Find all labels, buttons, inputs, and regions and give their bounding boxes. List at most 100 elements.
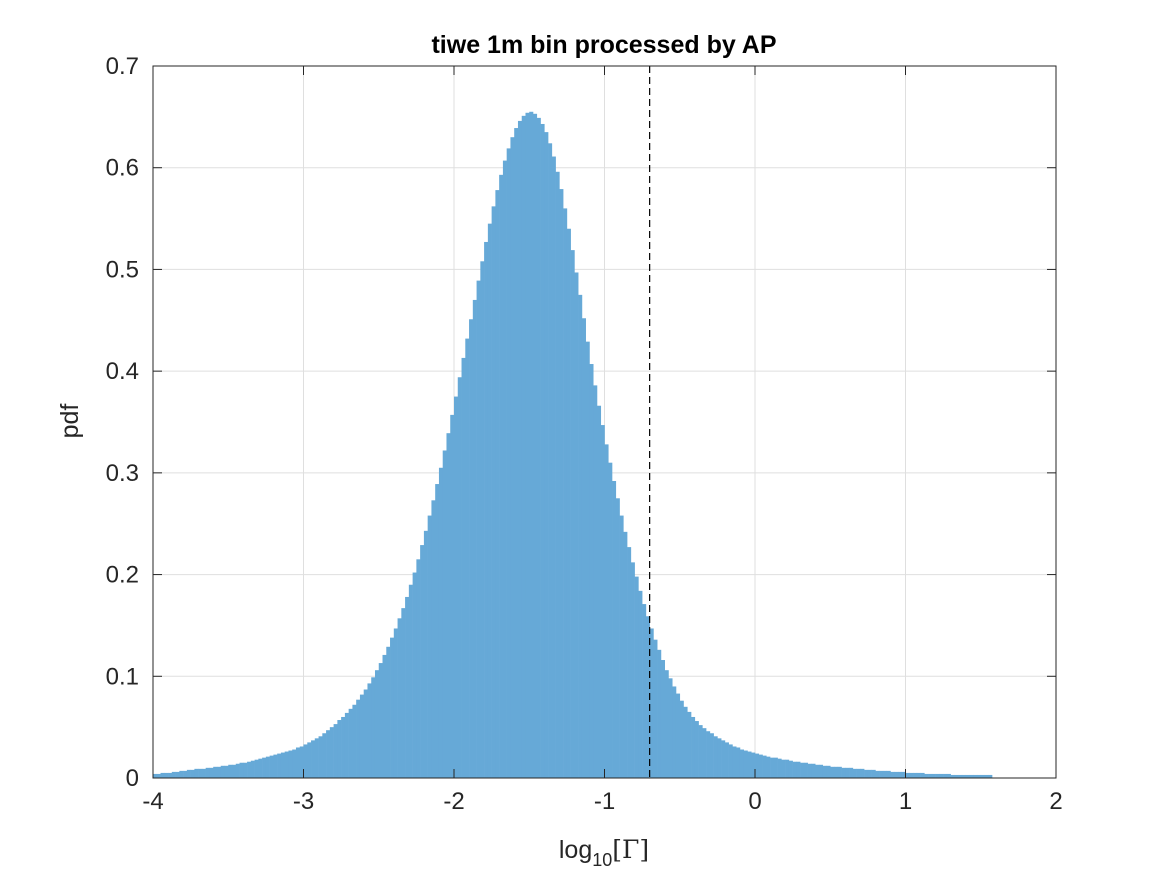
histogram-bar [570, 250, 575, 779]
histogram-bar [371, 677, 376, 778]
histogram-bar [495, 190, 500, 778]
histogram-bar [751, 752, 756, 778]
histogram-bar [867, 769, 872, 778]
histogram-bar [875, 770, 880, 778]
histogram-bars [153, 111, 993, 779]
histogram-bar [521, 115, 526, 779]
histogram-bar [517, 120, 523, 778]
histogram-bar [834, 766, 839, 778]
histogram-bar [314, 738, 319, 778]
histogram-bar [194, 768, 199, 778]
histogram-bar [555, 171, 560, 779]
histogram-bar [668, 678, 673, 778]
histogram-bar [841, 767, 846, 778]
histogram-bar [728, 744, 733, 778]
x-tick-label: -3 [293, 788, 314, 815]
histogram-bar [743, 750, 748, 778]
x-axis-label-rest: [Γ] [612, 835, 649, 864]
histogram-bar [649, 628, 654, 778]
histogram-bar [943, 773, 948, 778]
histogram-bar [920, 772, 925, 778]
histogram-bar [179, 770, 184, 778]
histogram-bar [811, 763, 816, 778]
histogram-bar [190, 769, 195, 778]
histogram-bar [739, 749, 745, 778]
histogram-bar [706, 731, 711, 778]
histogram-bar [807, 763, 812, 778]
histogram-bar [273, 754, 278, 778]
histogram-bar [405, 596, 410, 778]
histogram-bar [931, 773, 936, 778]
histogram-bar [548, 143, 553, 778]
histogram-bar [288, 750, 293, 778]
y-axis-label: pdf [56, 404, 84, 439]
histogram-bar [506, 148, 511, 779]
histogram-bar [612, 480, 617, 778]
histogram-bar [408, 584, 413, 778]
histogram-bar [183, 770, 188, 778]
histogram-bar [416, 559, 421, 778]
histogram-bar [954, 774, 959, 778]
histogram-bar [250, 760, 255, 778]
histogram-bar [762, 755, 767, 778]
histogram-bar [773, 757, 778, 778]
histogram-bar [988, 774, 993, 778]
histogram-bar [551, 156, 556, 779]
y-tick-label: 0.5 [106, 256, 139, 283]
histogram-bar [969, 774, 974, 778]
histogram-bar [755, 753, 760, 778]
x-tick-label: -1 [594, 788, 615, 815]
histogram-bar [897, 771, 903, 778]
histogram-bar [359, 694, 364, 778]
histogram-bar [939, 773, 944, 778]
histogram-bar [642, 604, 647, 778]
histogram-bar [830, 766, 835, 778]
histogram-bar [457, 377, 462, 778]
histogram-bar [894, 771, 899, 778]
histogram-bar [435, 484, 440, 778]
y-tick-label: 0.2 [106, 562, 139, 589]
histogram-bar [186, 769, 191, 778]
histogram-bar [886, 770, 891, 778]
histogram-bar [608, 462, 613, 778]
histogram-bar [454, 396, 459, 778]
histogram-bar [382, 654, 387, 778]
x-tick-label: -4 [142, 788, 163, 815]
histogram-bar [164, 772, 169, 778]
histogram-bar [717, 738, 722, 778]
histogram-bar [326, 730, 331, 778]
histogram-bar [660, 660, 665, 778]
histogram-bar [792, 761, 797, 778]
histogram-bar [559, 189, 564, 778]
histogram-bar [901, 771, 906, 778]
histogram-bar [420, 545, 425, 778]
histogram-bar [946, 773, 951, 778]
histogram-bar [536, 117, 541, 779]
histogram-bar [386, 646, 391, 778]
histogram-bar [499, 174, 504, 778]
histogram-bar [800, 762, 805, 778]
y-tick-label: 0.1 [106, 663, 139, 690]
y-tick-labels: 0 0.1 0.2 0.3 0.4 0.5 0.6 0.7 [106, 53, 139, 792]
y-tick-label: 0.3 [106, 460, 139, 487]
histogram-bar [563, 208, 568, 778]
histogram-bar [175, 771, 180, 778]
histogram-bar [446, 433, 451, 778]
histogram-bar [788, 760, 793, 778]
histogram-bar [544, 132, 549, 779]
histogram-bar [284, 751, 289, 778]
histogram-bar [487, 223, 492, 778]
histogram-bar [235, 763, 240, 778]
histogram-bar [675, 693, 681, 778]
histogram-bar [299, 746, 304, 778]
histogram-bar [796, 761, 801, 778]
histogram-bar [525, 112, 530, 778]
histogram-bar [721, 740, 726, 778]
histogram-bar [803, 762, 808, 778]
histogram-bar [702, 728, 707, 778]
histogram-bar [627, 547, 632, 778]
histogram-bar [984, 774, 989, 778]
histogram-bar [664, 670, 669, 778]
histogram-bar [818, 764, 824, 778]
histogram-bar [431, 500, 436, 778]
